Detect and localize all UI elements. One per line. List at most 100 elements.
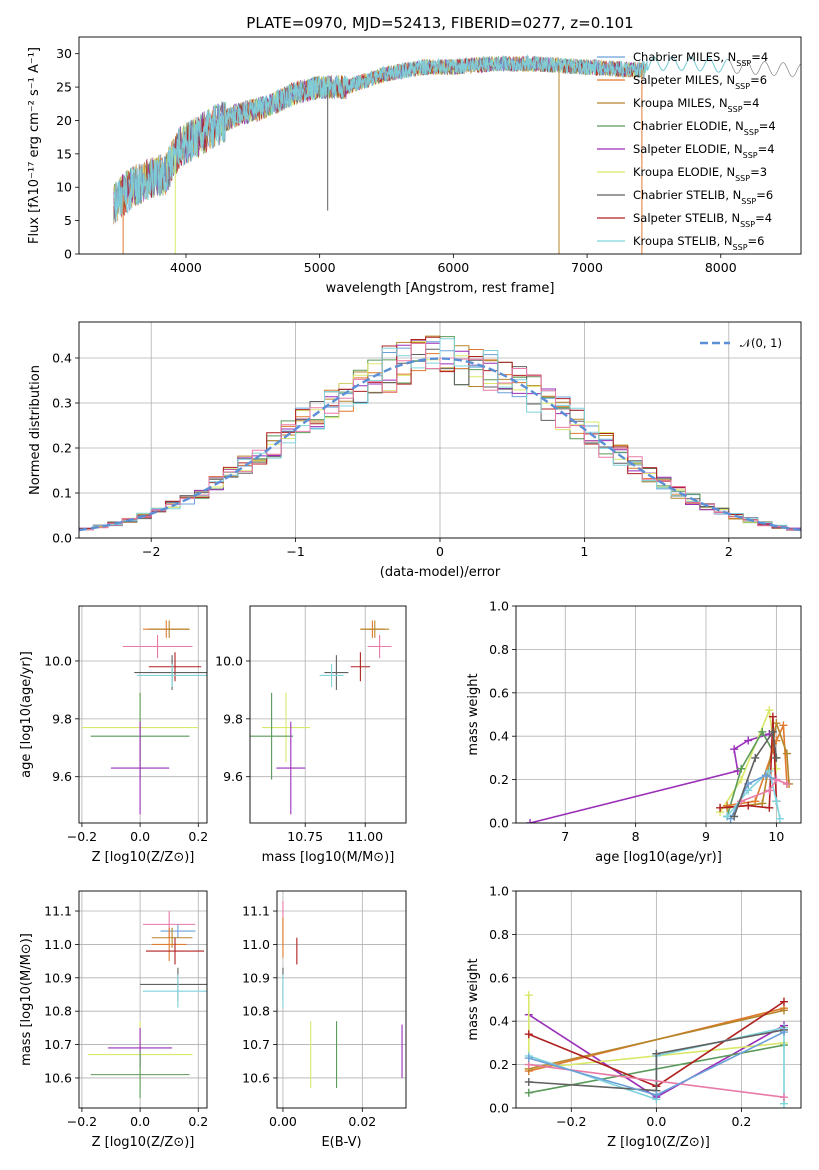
- weight-marker: [737, 764, 746, 773]
- x-axis-label: E(B-V): [321, 1135, 361, 1150]
- x-tick-label: 0.0: [646, 1114, 666, 1129]
- x-tick-label: 11.00: [347, 829, 383, 844]
- weight-marker: [744, 801, 753, 810]
- plot-area: [526, 706, 794, 823]
- y-tick-label: 15: [56, 146, 72, 161]
- y-axis-label: mass weight: [466, 958, 481, 1040]
- age-vs-mass-panel: 10.75 11.00 9.6 9.8 10.0 mass [log10(M/M⊙)]: [215, 605, 407, 865]
- weight-marker: [772, 764, 781, 773]
- legend-entry: Salpeter ELODIE, NSSP=4: [633, 142, 775, 160]
- plot-area: [250, 620, 392, 815]
- y-tick-label: 20: [56, 113, 72, 128]
- y-axis-label: Flux [fλ10⁻¹⁷ erg cm⁻² s⁻¹ A⁻¹]: [27, 47, 42, 244]
- axes-frame: [78, 890, 208, 1109]
- legend-entry: Kroupa ELODIE, NSSP=3: [633, 165, 767, 183]
- x-tick-label: −0.2: [67, 1114, 97, 1129]
- x-tick-label: 9: [702, 829, 710, 844]
- legend-entry: 𝒩(0, 1): [740, 336, 782, 350]
- y-tick-label: 5: [64, 213, 72, 228]
- plot-area: [81, 620, 207, 815]
- y-tick-label: 10.8: [44, 1004, 72, 1019]
- weight-marker: [526, 819, 535, 823]
- weight-marker: [779, 1006, 788, 1015]
- y-tick-label: 0.2: [489, 1057, 509, 1072]
- x-tick-label: 8: [632, 829, 640, 844]
- weight-line: [726, 730, 778, 817]
- y-tick-label: 0.6: [489, 970, 509, 985]
- weight-line: [719, 709, 778, 813]
- x-axis-label: wavelength [Angstrom, rest frame]: [326, 281, 555, 296]
- legend-entry: Kroupa MILES, NSSP=4: [633, 96, 759, 114]
- weight-marker: [524, 1030, 533, 1039]
- y-tick-label: 0.3: [52, 396, 72, 411]
- y-tick-label: 0.1: [52, 486, 72, 501]
- x-axis-label: mass [log10(M/M⊙)]: [262, 850, 395, 865]
- x-tick-label: 0.02: [348, 1114, 376, 1129]
- weight-marker: [751, 753, 760, 762]
- y-tick-label: 9.6: [52, 769, 72, 784]
- weight-marker: [730, 745, 739, 754]
- histogram-step: [79, 343, 801, 533]
- y-tick-label: 0.6: [489, 685, 509, 700]
- weight-marker: [524, 1054, 533, 1063]
- x-tick-label: 8000: [705, 260, 737, 275]
- axes-frame: [78, 321, 802, 539]
- mass-vs-ebv-panel: 0.00 0.02 10.6 10.7 10.8 10.9 11.0 11.1 E(B-V): [242, 890, 407, 1150]
- mass-vs-metallicity-panel: −0.2 0.0 0.2 10.6 10.7 10.8 10.9 11.0 11.1 Z [log…: [19, 890, 208, 1150]
- x-tick-label: 7000: [571, 260, 603, 275]
- figure-title: PLATE=0970, MJD=52413, FIBERID=0277, z=0…: [246, 14, 633, 32]
- weight-marker: [730, 812, 739, 821]
- plot-area: [524, 991, 788, 1108]
- axes-frame: [78, 36, 802, 255]
- weight-marker: [716, 803, 725, 812]
- weight-line: [740, 778, 788, 803]
- weight-marker: [758, 799, 767, 808]
- axes-frame: [515, 890, 802, 1109]
- x-axis-label: age [log10(age/yr)]: [595, 850, 722, 865]
- weight-marker: [768, 712, 777, 721]
- spectrum-line: [113, 55, 645, 218]
- x-tick-label: −2: [142, 544, 160, 559]
- y-axis-label: Normed distribution: [28, 365, 43, 495]
- y-tick-label: 11.1: [44, 904, 72, 919]
- weight-line: [528, 1009, 785, 1070]
- weight-marker: [524, 991, 533, 1000]
- legend-entry: Chabrier MILES, NSSP=4: [633, 50, 768, 68]
- plot-area: [79, 335, 801, 533]
- x-tick-label: −1: [286, 544, 304, 559]
- y-tick-label: 10.6: [44, 1070, 72, 1085]
- y-tick-label: 11.0: [242, 937, 270, 952]
- residuals-histogram-panel: −2 −1 0 1 2 0.0 0.1 0.2 0.3 0.4 (data-model)/error…: [28, 321, 802, 580]
- weight-marker: [524, 1088, 533, 1097]
- y-tick-label: 1.0: [489, 599, 509, 614]
- x-tick-label: 10: [768, 829, 784, 844]
- y-tick-label: 10.9: [242, 970, 270, 985]
- axes-frame: [276, 890, 407, 1109]
- y-tick-label: 0.2: [52, 441, 72, 456]
- x-tick-label: 6000: [437, 260, 469, 275]
- y-tick-label: 0.4: [52, 351, 72, 366]
- weight-marker: [765, 706, 774, 715]
- weight-marker: [652, 1049, 661, 1058]
- weight-marker: [782, 779, 791, 788]
- x-tick-label: −0.2: [67, 829, 97, 844]
- y-tick-label: 0.8: [489, 927, 509, 942]
- legend-entry: Salpeter MILES, NSSP=6: [633, 73, 767, 91]
- plot-area: [87, 911, 207, 1098]
- axes-frame: [78, 605, 208, 824]
- x-tick-label: 0.2: [188, 1114, 208, 1129]
- x-tick-label: −0.2: [556, 1114, 586, 1129]
- y-tick-label: 10.7: [44, 1037, 72, 1052]
- spectrum-line: [113, 53, 728, 222]
- y-tick-label: 9.6: [223, 769, 243, 784]
- weight-marker: [779, 1093, 788, 1102]
- y-tick-label: 0.4: [489, 1014, 509, 1029]
- x-tick-label: 7: [561, 829, 569, 844]
- weight-line: [733, 729, 778, 817]
- legend-entry: Kroupa STELIB, NSSP=6: [633, 234, 764, 252]
- y-tick-label: 11.1: [242, 904, 270, 919]
- weight-marker: [782, 749, 791, 758]
- y-tick-label: 0: [64, 247, 72, 262]
- weight-marker: [775, 814, 784, 823]
